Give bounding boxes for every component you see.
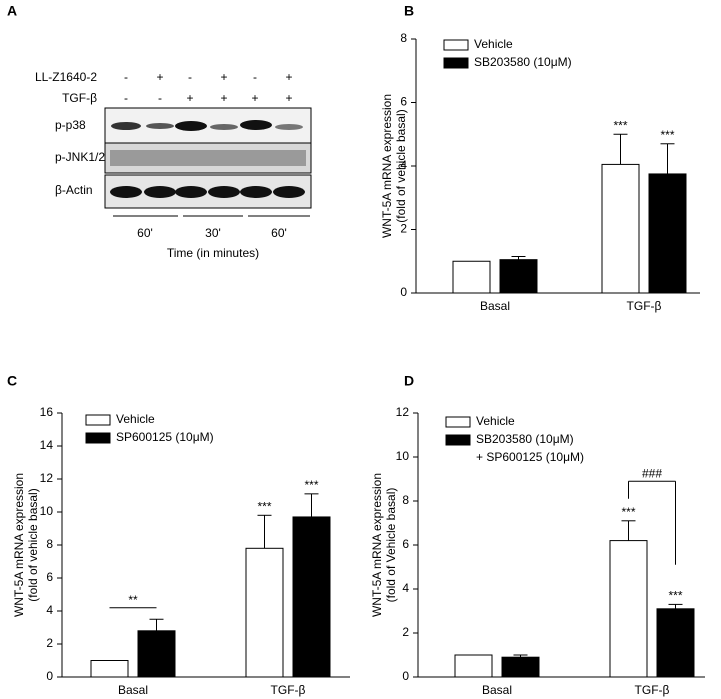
bar — [601, 163, 640, 294]
y-tick-label: 0 — [46, 669, 53, 683]
bar — [501, 656, 540, 678]
legend-label: SP600125 (10μM) — [116, 430, 214, 444]
y-tick-label: 8 — [400, 31, 407, 45]
bracket-label: ** — [128, 593, 138, 607]
bar — [609, 540, 648, 678]
y-axis-label: WNT-5A mRNA expression — [12, 473, 26, 617]
bar — [648, 173, 687, 294]
y-tick-label: 4 — [46, 603, 53, 617]
blot — [104, 107, 312, 217]
significance: *** — [613, 118, 627, 132]
y-tick-label: 12 — [396, 405, 410, 419]
treatment-label: TGF-β — [62, 91, 97, 105]
y-tick-label: 6 — [46, 570, 53, 584]
treatment-sign: + — [156, 70, 163, 84]
legend-swatch — [85, 432, 111, 444]
significance: *** — [660, 128, 674, 142]
band-label: β-Actin — [55, 183, 93, 197]
legend-label: Vehicle — [476, 414, 515, 428]
y-tick-label: 0 — [402, 669, 409, 683]
bar — [292, 516, 331, 678]
treatment-sign: - — [124, 91, 128, 105]
y-axis-label: WNT-5A mRNA expression — [370, 473, 384, 617]
y-tick-label: 2 — [400, 222, 407, 236]
y-axis-label: WNT-5A mRNA expression — [380, 94, 394, 238]
bands — [110, 120, 306, 198]
treatment-sign: + — [285, 91, 292, 105]
y-axis-label: (fold of vehicle basal) — [26, 488, 40, 601]
y-tick-label: 6 — [402, 537, 409, 551]
y-tick-label: 8 — [46, 537, 53, 551]
y-axis-label: (fold of vehicle basal) — [394, 109, 408, 222]
y-axis-label: (fold of Vehicle basal) — [384, 488, 398, 603]
legend-swatch — [443, 39, 469, 51]
legend-swatch — [85, 414, 111, 426]
treatment-sign: - — [158, 91, 162, 105]
treatment-sign: - — [124, 70, 128, 84]
legend-label: SB203580 (10μM) + SP600125 (10μM) — [476, 432, 584, 464]
significance: *** — [304, 478, 318, 492]
treatment-sign: - — [188, 70, 192, 84]
y-tick-label: 16 — [40, 405, 54, 419]
significance: *** — [621, 505, 635, 519]
y-tick-label: 6 — [400, 95, 407, 109]
treatment-sign: + — [220, 70, 227, 84]
y-tick-label: 10 — [396, 449, 410, 463]
y-tick-label: 4 — [402, 581, 409, 595]
x-tick-label: TGF-β — [271, 683, 306, 697]
y-tick-label: 8 — [402, 493, 409, 507]
treatment-label: LL-Z1640-2 — [35, 70, 97, 84]
x-tick-label: Basal — [118, 683, 148, 697]
time-group: 30' — [205, 226, 221, 240]
y-tick-label: 2 — [402, 625, 409, 639]
x-tick-label: TGF-β — [627, 299, 662, 313]
x-tick-label: TGF-β — [635, 683, 670, 697]
bar — [90, 660, 129, 678]
x-tick-label: Basal — [482, 683, 512, 697]
legend-swatch — [445, 416, 471, 428]
band-label: p-p38 — [55, 118, 86, 132]
treatment-sign: + — [285, 70, 292, 84]
bar — [656, 608, 695, 678]
y-tick-label: 10 — [40, 504, 54, 518]
time-group: 60' — [137, 226, 153, 240]
y-tick-label: 14 — [40, 438, 54, 452]
legend-label: SB203580 (10μM) — [474, 55, 572, 69]
panel-label: A — [7, 3, 17, 19]
bar — [452, 260, 491, 294]
bar — [137, 630, 176, 678]
panel-label: C — [7, 373, 17, 389]
bar — [245, 547, 284, 678]
significance: *** — [257, 499, 271, 513]
time-label: Time (in minutes) — [167, 246, 259, 260]
legend-swatch — [445, 434, 471, 446]
treatment-sign: + — [251, 91, 258, 105]
band-label: p-JNK1/2 — [55, 150, 105, 164]
significance: *** — [668, 589, 682, 603]
panel-label: D — [404, 373, 414, 389]
bracket-label: ### — [642, 466, 662, 480]
bar — [454, 654, 493, 678]
y-tick-label: 2 — [46, 636, 53, 650]
treatment-sign: + — [186, 91, 193, 105]
legend-swatch — [443, 57, 469, 69]
time-group: 60' — [271, 226, 287, 240]
x-tick-label: Basal — [480, 299, 510, 313]
y-tick-label: 12 — [40, 471, 54, 485]
panel-label: B — [404, 3, 414, 19]
treatment-sign: - — [253, 70, 257, 84]
y-tick-label: 0 — [400, 285, 407, 299]
legend-label: Vehicle — [116, 412, 155, 426]
legend-label: Vehicle — [474, 37, 513, 51]
treatment-sign: + — [220, 91, 227, 105]
bar — [499, 259, 538, 294]
y-tick-label: 4 — [400, 158, 407, 172]
